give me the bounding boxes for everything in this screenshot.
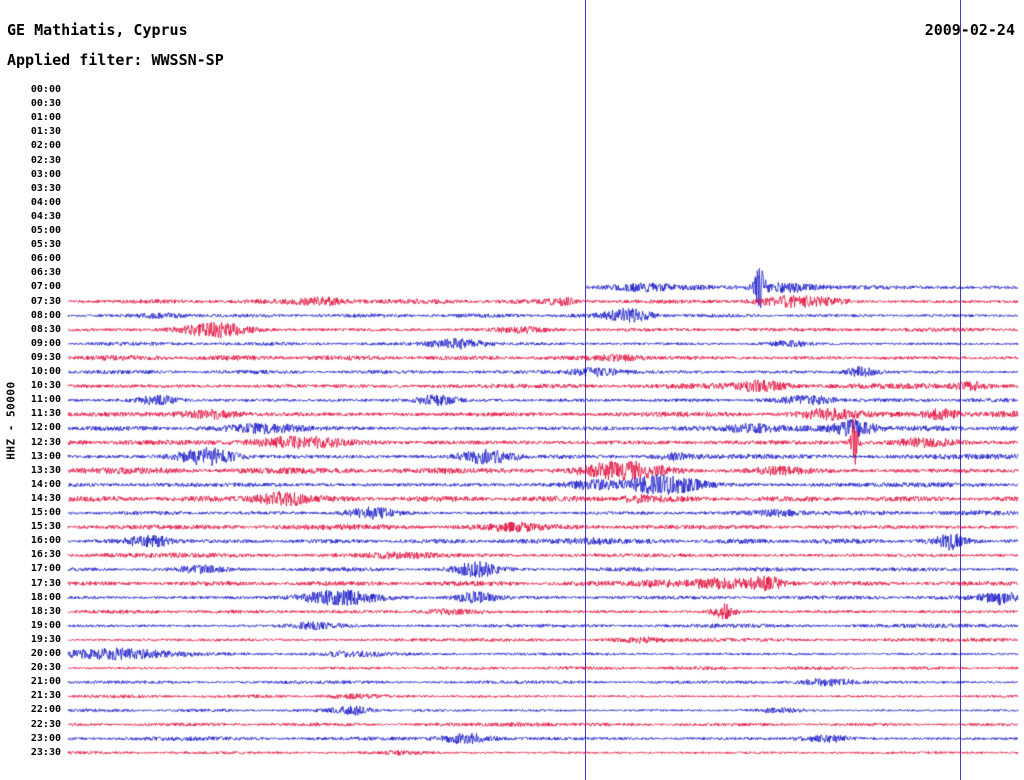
time-label: 12:30 [30, 436, 61, 448]
time-label: 23:00 [30, 732, 61, 744]
time-label: 02:00 [30, 140, 61, 152]
time-label: 19:00 [30, 619, 61, 631]
time-label: 03:00 [30, 168, 61, 180]
time-label: 04:00 [30, 196, 61, 208]
filter-label: Applied filter: WWSSN-SP [7, 51, 224, 69]
time-labels: 00:00 00:30 01:00 01:30 02:00 02:30 03:00 03:30… [0, 0, 62, 780]
time-label: 11:30 [30, 408, 61, 420]
time-label: 02:30 [30, 154, 61, 166]
time-label: 20:00 [30, 648, 61, 659]
time-label: 13:30 [30, 464, 61, 476]
time-label: 17:30 [30, 577, 61, 589]
time-label: 13:00 [30, 450, 61, 462]
time-label: 15:30 [30, 521, 61, 533]
time-label: 22:30 [30, 718, 61, 730]
time-label: 08:30 [30, 323, 61, 335]
y-axis-label: HHZ - 50000 [4, 381, 18, 460]
time-label: 19:30 [30, 633, 61, 645]
time-label: 21:30 [30, 690, 61, 702]
time-label: 03:30 [30, 182, 61, 194]
time-label: 11:00 [30, 394, 61, 406]
time-label: 10:30 [30, 380, 61, 392]
time-label: 00:00 [30, 84, 61, 95]
time-label: 21:00 [30, 676, 61, 688]
time-label: 05:00 [30, 225, 61, 236]
time-label: 00:30 [30, 98, 61, 110]
time-label: 18:00 [30, 591, 61, 603]
station-title: GE Mathiatis, Cyprus [7, 21, 188, 39]
time-label: 14:30 [30, 492, 61, 504]
time-label: 01:30 [30, 126, 61, 138]
time-label: 07:30 [30, 295, 61, 307]
time-label: 14:00 [30, 478, 61, 490]
plot-date: 2009-02-24 [924, 21, 1015, 39]
time-label: 04:30 [30, 210, 61, 222]
time-label: 23:30 [30, 746, 61, 758]
time-label: 20:30 [30, 662, 61, 674]
time-label: 01:00 [30, 112, 61, 124]
time-label: 06:30 [30, 267, 61, 279]
time-label: 17:00 [30, 563, 61, 575]
time-label: 15:00 [30, 507, 61, 518]
time-label: 10:00 [30, 366, 61, 377]
time-label: 07:00 [30, 281, 61, 293]
time-label: 09:00 [30, 337, 61, 349]
time-label: 16:00 [30, 535, 61, 547]
time-label: 05:30 [30, 239, 61, 251]
time-label: 16:30 [30, 549, 61, 561]
time-label: 09:30 [30, 351, 61, 363]
time-label: 12:00 [30, 422, 61, 434]
time-label: 18:30 [30, 605, 61, 617]
time-label: 22:00 [30, 704, 61, 716]
time-label: 08:00 [30, 309, 61, 321]
time-label: 06:00 [30, 253, 61, 265]
